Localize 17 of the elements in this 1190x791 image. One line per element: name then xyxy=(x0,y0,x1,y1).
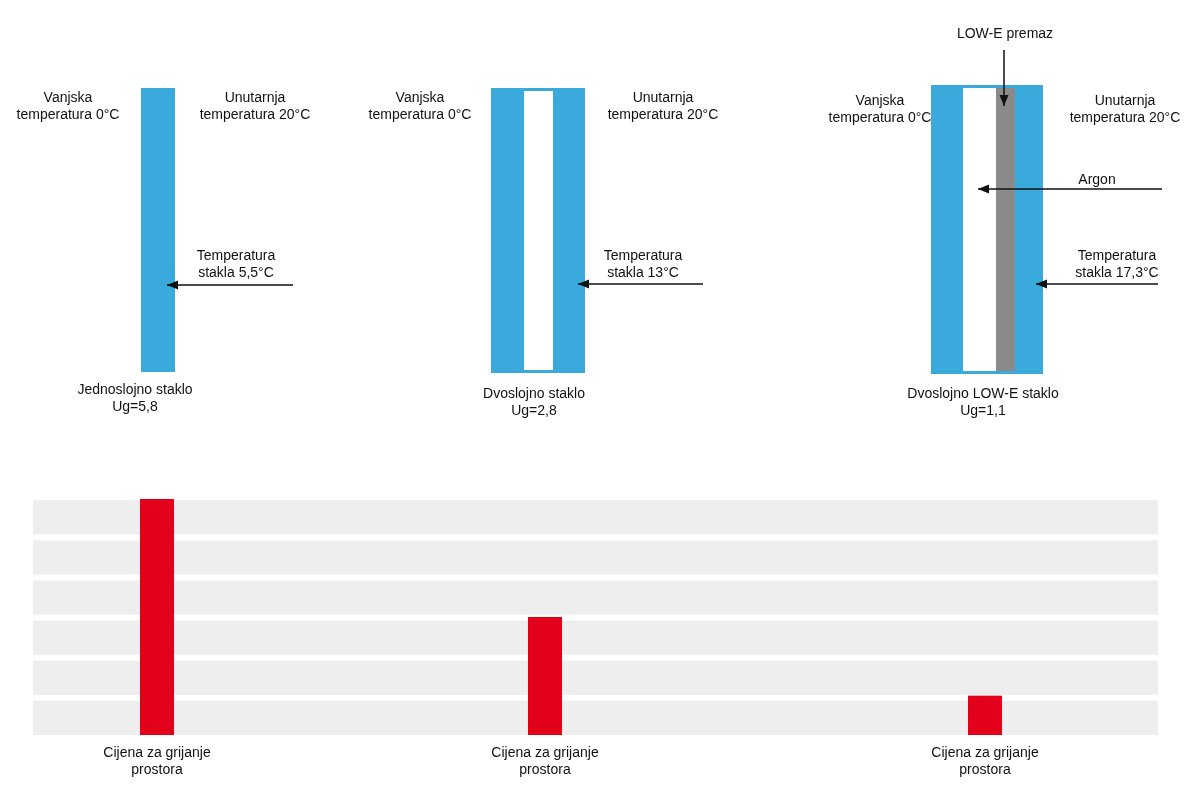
text: Unutarnja temperatura 20°C xyxy=(199,89,311,122)
text: Unutarnja temperatura 20°C xyxy=(607,89,719,122)
text: Vanjska temperatura 0°C xyxy=(16,89,120,122)
text: Vanjska temperatura 0°C xyxy=(368,89,472,122)
text: Dvoslojno staklo Ug=2,8 xyxy=(483,385,586,418)
x-tick-label: Cijena za grijanje prostora xyxy=(491,744,599,777)
x-tick-label: Cijena za grijanje prostora xyxy=(103,744,211,777)
text: Vanjska temperatura 0°C xyxy=(828,92,932,125)
text: Temperatura stakla 17,3°C xyxy=(1075,247,1159,280)
text: Dvoslojno LOW-E staklo Ug=1,1 xyxy=(907,385,1059,418)
text: Temperatura stakla 13°C xyxy=(603,247,683,280)
text: Temperatura stakla 5,5°C xyxy=(196,247,276,280)
text: LOW-E premaz xyxy=(956,25,1054,41)
x-tick-label: Cijena za grijanje prostora xyxy=(931,744,1039,777)
text: Jednoslojno staklo Ug=5,8 xyxy=(77,381,193,414)
text: Argon xyxy=(1078,171,1116,187)
text: Unutarnja temperatura 20°C xyxy=(1069,92,1181,125)
